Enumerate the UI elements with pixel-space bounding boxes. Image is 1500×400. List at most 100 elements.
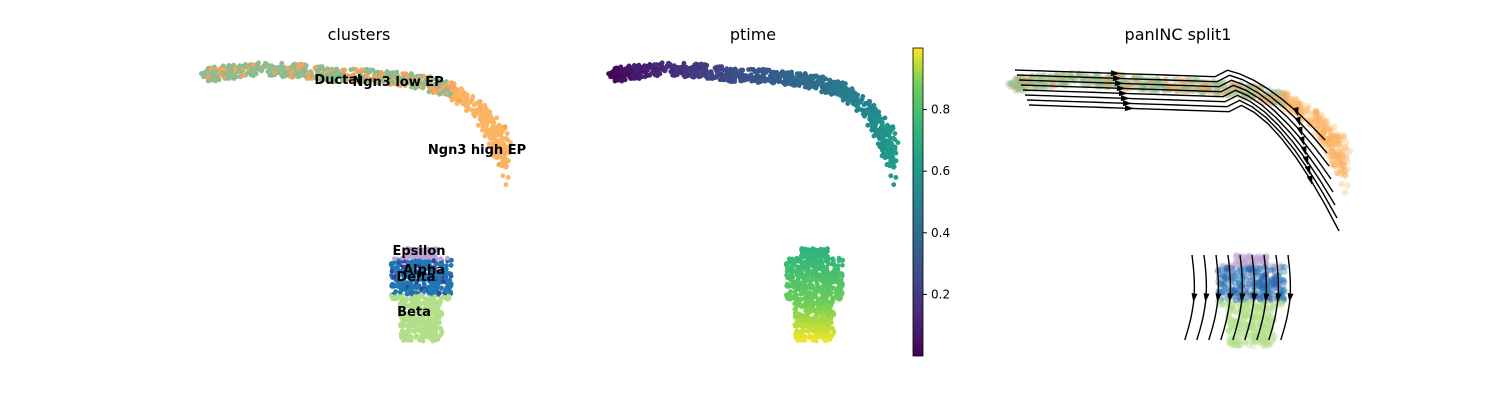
- cell-point: [1325, 144, 1332, 151]
- cell-point: [1275, 95, 1283, 103]
- cell-point: [863, 101, 868, 106]
- cell-point: [1333, 154, 1340, 161]
- cell-point: [1246, 274, 1253, 281]
- cell-point: [1178, 78, 1185, 85]
- cell-point: [1259, 330, 1266, 337]
- cell-point: [436, 87, 442, 93]
- cell-point: [824, 303, 830, 309]
- cell-point: [1308, 116, 1315, 123]
- cell-point: [893, 158, 899, 164]
- cell-point: [809, 316, 815, 322]
- cell-point: [272, 70, 277, 75]
- cell-point: [1279, 276, 1287, 284]
- cell-point: [882, 115, 888, 121]
- cell-point: [820, 286, 825, 292]
- cell-point: [776, 76, 781, 81]
- cell-point: [1330, 153, 1337, 160]
- cell-point: [415, 83, 420, 89]
- cell-point: [838, 289, 844, 294]
- cell-point: [1020, 78, 1027, 85]
- cell-point: [874, 110, 880, 116]
- cell-point: [457, 88, 463, 93]
- cell-point: [1337, 170, 1344, 178]
- cell-point: [1320, 130, 1328, 137]
- cell-point: [1260, 337, 1268, 344]
- cell-point: [681, 60, 687, 66]
- cell-point: [394, 283, 399, 288]
- stream-arrow: [1306, 175, 1313, 185]
- cell-point: [1320, 129, 1328, 137]
- cell-point: [808, 284, 813, 289]
- cell-point: [1307, 120, 1315, 128]
- cell-point: [444, 87, 450, 93]
- velocity-points: [1004, 69, 1354, 350]
- cell-point: [1339, 165, 1346, 173]
- cell-point: [822, 337, 827, 342]
- cell-point: [697, 65, 702, 71]
- cell-point: [615, 77, 621, 83]
- cell-point: [689, 74, 695, 80]
- cell-point: [503, 164, 508, 170]
- cell-point: [1079, 77, 1087, 85]
- cell-point: [1336, 154, 1343, 162]
- cell-point: [1244, 260, 1251, 267]
- cell-point: [1011, 83, 1018, 90]
- cell-point: [1180, 79, 1187, 87]
- cell-point: [829, 261, 834, 267]
- cell-point: [1336, 138, 1344, 145]
- cell-point: [1327, 140, 1334, 148]
- cell-point: [1147, 78, 1154, 86]
- cell-point: [485, 110, 491, 116]
- cell-point: [408, 284, 414, 290]
- cell-point: [1312, 109, 1320, 117]
- cell-point: [334, 67, 340, 73]
- cell-point: [632, 63, 637, 69]
- cell-point: [1233, 252, 1240, 259]
- cell-point: [1315, 113, 1323, 120]
- cell-point: [1226, 319, 1233, 326]
- cell-point: [348, 67, 354, 72]
- cell-point: [1315, 117, 1322, 124]
- cell-point: [495, 132, 501, 138]
- cell-point: [886, 144, 891, 150]
- cell-point: [1334, 158, 1341, 165]
- velocity-title: panINC split1: [1125, 25, 1232, 44]
- cell-point: [1314, 121, 1321, 129]
- cell-point: [1291, 97, 1298, 104]
- cell-point: [819, 316, 824, 321]
- cell-point: [1326, 141, 1334, 149]
- cell-point: [893, 150, 899, 156]
- cell-point: [1280, 102, 1288, 110]
- cell-point: [792, 323, 798, 329]
- cell-point: [1011, 80, 1018, 88]
- cell-point: [1331, 149, 1338, 156]
- cell-point: [1319, 135, 1326, 142]
- cell-point: [445, 255, 450, 261]
- cell-point: [1153, 83, 1161, 91]
- cell-point: [1252, 304, 1259, 311]
- cell-point: [397, 289, 403, 295]
- cell-point: [891, 135, 896, 141]
- cell-point: [1048, 83, 1055, 91]
- cell-point: [802, 284, 808, 290]
- cell-point: [1265, 96, 1272, 103]
- cell-point: [426, 277, 431, 283]
- cell-point: [1317, 118, 1324, 126]
- cell-point: [491, 144, 496, 150]
- cell-point: [477, 101, 483, 106]
- cell-point: [1311, 118, 1318, 125]
- cell-point: [1280, 279, 1288, 286]
- cell-point: [779, 69, 785, 75]
- cell-point: [1338, 168, 1345, 175]
- cell-point: [429, 337, 435, 342]
- cell-point: [818, 78, 824, 83]
- cell-point: [1079, 73, 1087, 80]
- cell-point: [1315, 116, 1322, 124]
- cell-point: [1017, 81, 1024, 88]
- cell-point: [416, 301, 422, 307]
- cell-point: [1014, 83, 1021, 91]
- cell-point: [1014, 84, 1021, 91]
- cell-point: [832, 279, 838, 284]
- cell-point: [380, 76, 386, 81]
